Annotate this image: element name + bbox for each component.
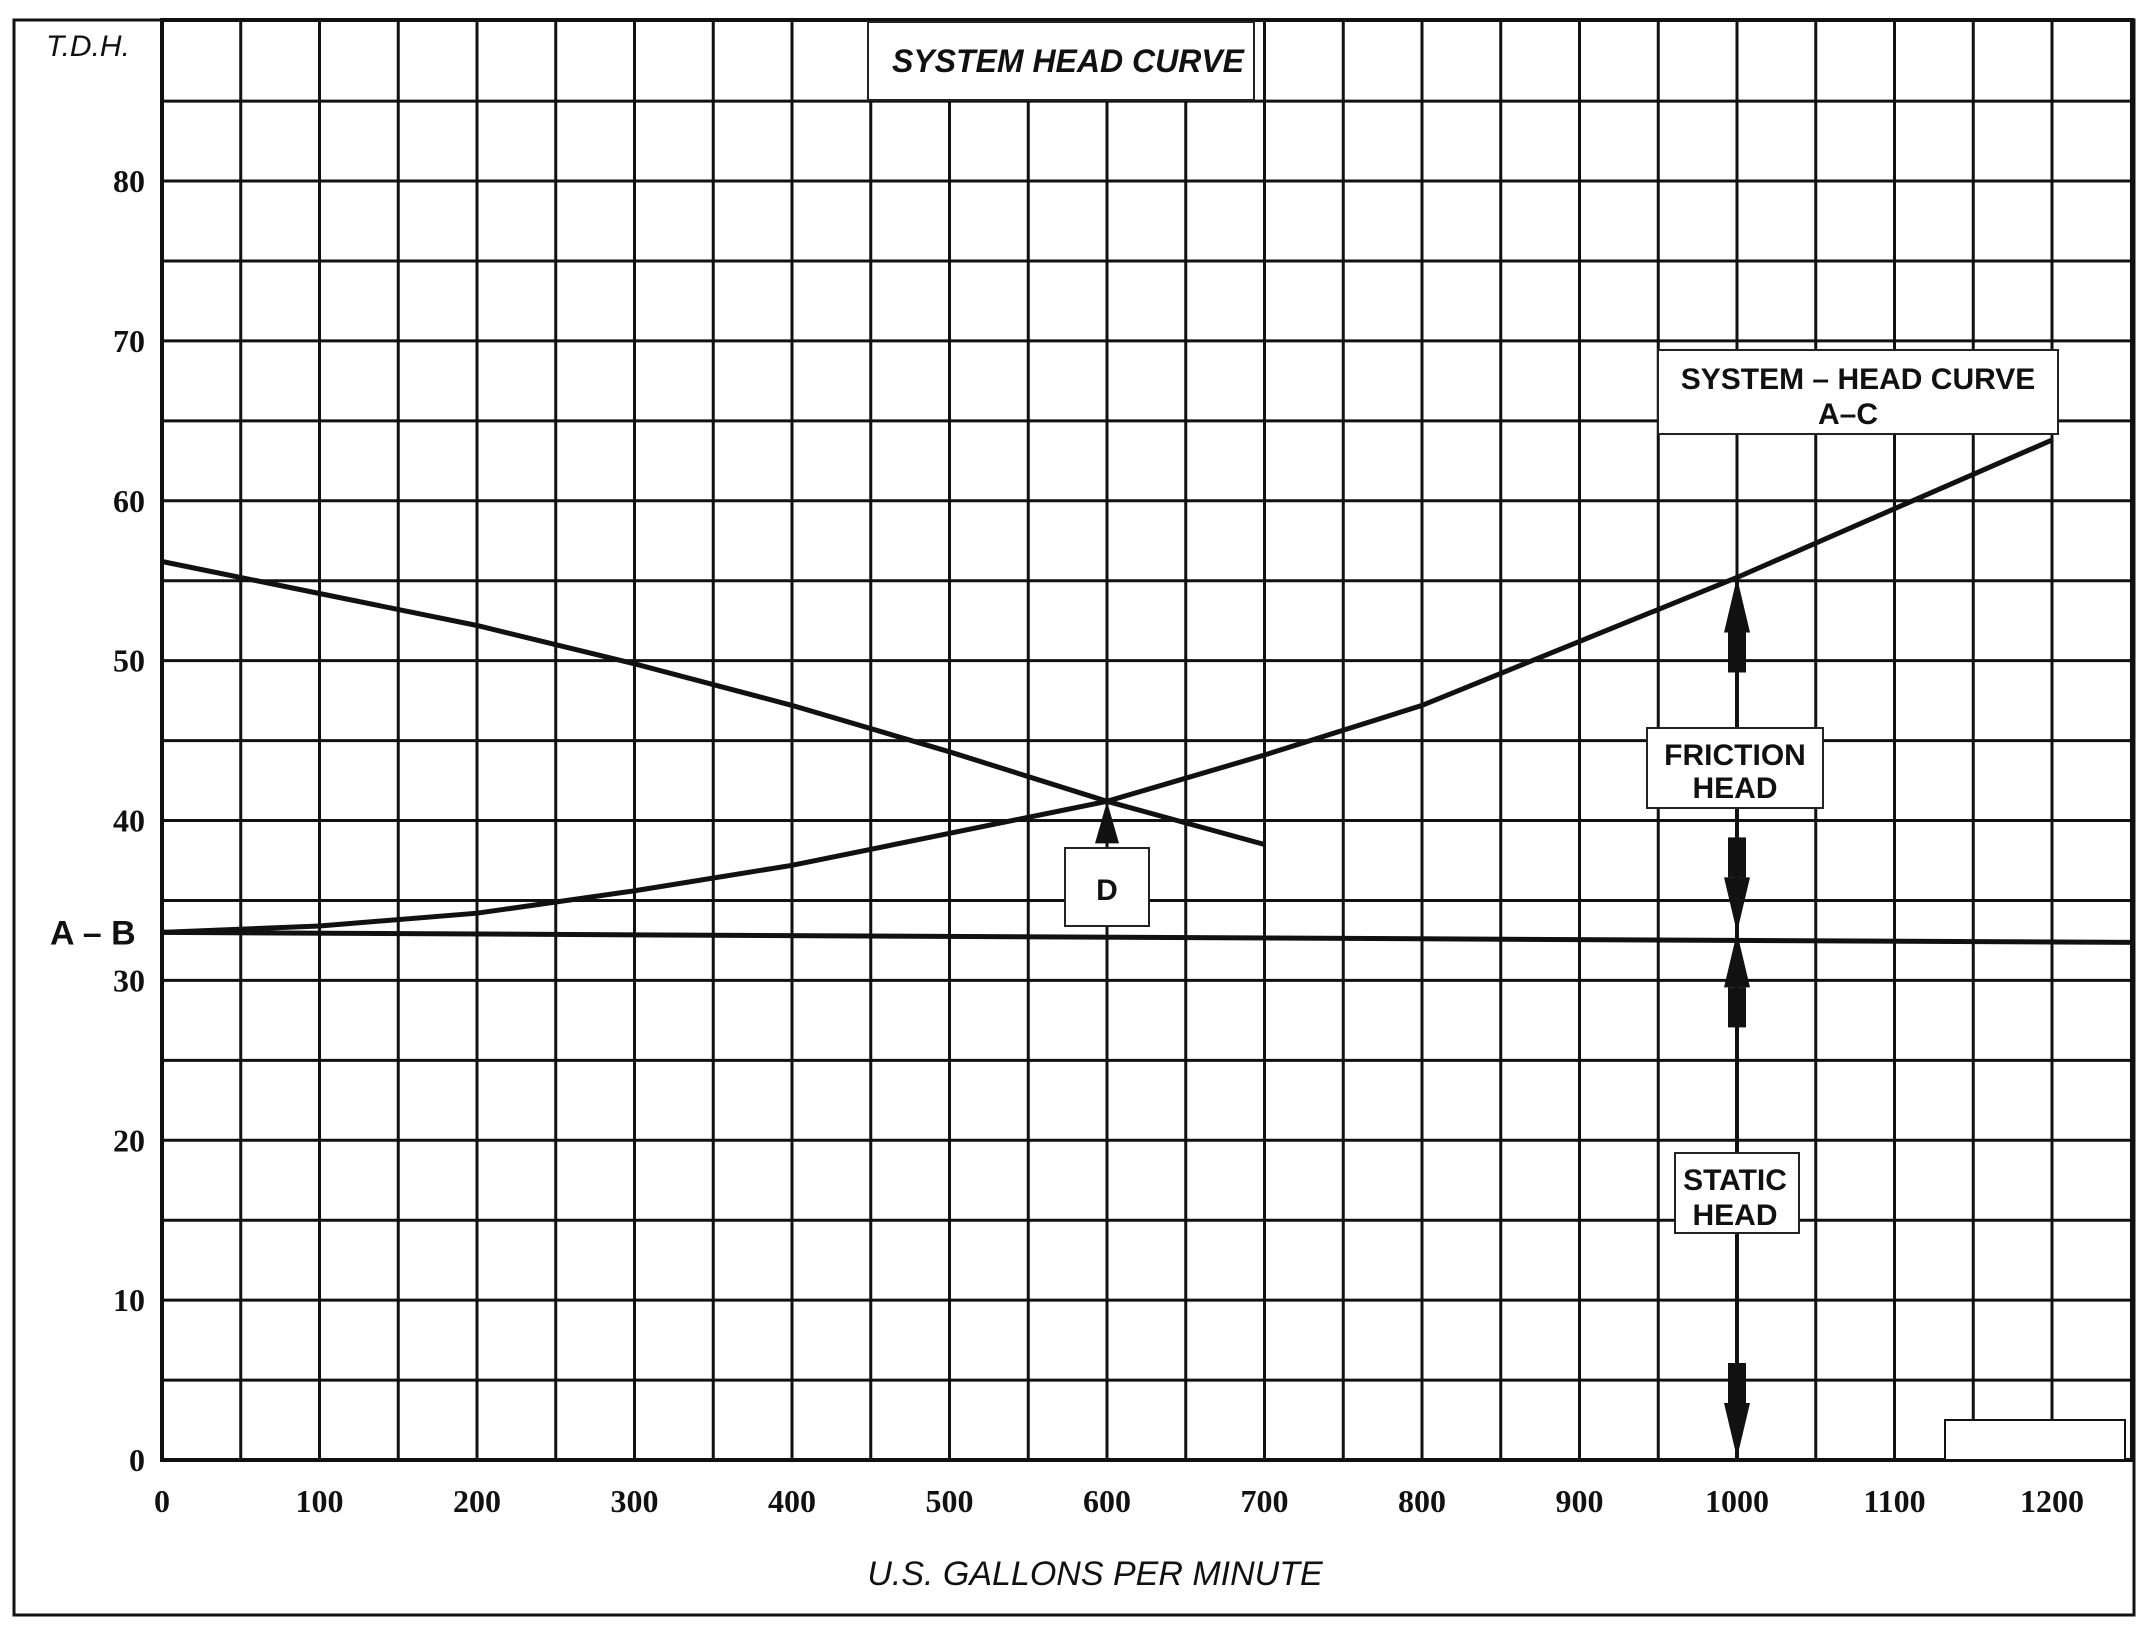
y-tick-label: 20 bbox=[113, 1122, 145, 1158]
static-head-box bbox=[1674, 1152, 1800, 1234]
x-tick-label: 1100 bbox=[1863, 1483, 1925, 1519]
x-tick-label: 1000 bbox=[1705, 1483, 1769, 1519]
friction-head-label-2: HEAD bbox=[1692, 772, 1777, 805]
point-d-label: D bbox=[1096, 874, 1118, 907]
point-d-arrow bbox=[1095, 801, 1119, 844]
system-curve-box bbox=[1657, 349, 2059, 435]
x-tick-label: 1200 bbox=[2020, 1483, 2084, 1519]
y-axis-label: T.D.H. bbox=[46, 30, 130, 63]
static-arrow-down bbox=[1724, 1403, 1750, 1458]
x-tick-label: 300 bbox=[611, 1483, 659, 1519]
y-tick-label: 10 bbox=[113, 1282, 145, 1318]
y-tick-label: 60 bbox=[113, 483, 145, 519]
plot-frame bbox=[160, 18, 2134, 1462]
x-tick-label: 600 bbox=[1083, 1483, 1131, 1519]
tick-labels: 0 100 200 300 400 500 600 700 800 900 1000 1100 1200… bbox=[113, 163, 2084, 1519]
friction-arrow-up bbox=[1724, 577, 1750, 633]
y-tick-label: 40 bbox=[113, 803, 145, 839]
x-tick-label: 100 bbox=[296, 1483, 344, 1519]
x-tick-label: 0 bbox=[154, 1483, 170, 1519]
static-arrow-down-shaft bbox=[1728, 1363, 1746, 1403]
title-box bbox=[867, 21, 1255, 101]
y-tick-label: 0 bbox=[129, 1442, 145, 1478]
static-head-label-1: STATIC bbox=[1683, 1164, 1787, 1197]
grid-lines bbox=[162, 20, 2132, 1460]
static-arrow-up-shaft bbox=[1728, 987, 1746, 1028]
pump-curve bbox=[161, 559, 1266, 847]
y-tick-label: 50 bbox=[113, 643, 145, 679]
x-tick-label: 400 bbox=[768, 1483, 816, 1519]
y-tick-label: 80 bbox=[113, 163, 145, 199]
point-d-box bbox=[1064, 847, 1150, 927]
system-curve-label: SYSTEM – HEAD CURVE bbox=[1681, 363, 2036, 396]
x-tick-label: 800 bbox=[1398, 1483, 1446, 1519]
static-head-line bbox=[161, 929, 2133, 945]
x-axis-label: U.S. GALLONS PER MINUTE bbox=[867, 1555, 1323, 1593]
static-arrow-up bbox=[1724, 932, 1750, 988]
chart-title: SYSTEM HEAD CURVE bbox=[892, 43, 1246, 79]
system-curve-sublabel: A–C bbox=[1818, 398, 1878, 431]
x-tick-label: 900 bbox=[1556, 1483, 1604, 1519]
x-tick-label: 500 bbox=[926, 1483, 974, 1519]
x-tick-label: 700 bbox=[1241, 1483, 1289, 1519]
y-tick-label: 70 bbox=[113, 323, 145, 359]
y-tick-label: 30 bbox=[113, 962, 145, 998]
corner-box bbox=[1944, 1419, 2126, 1461]
friction-arrow-down bbox=[1724, 877, 1750, 933]
ab-label: A – B bbox=[50, 914, 136, 952]
friction-head-box bbox=[1646, 727, 1824, 809]
friction-arrow-down-shaft bbox=[1728, 837, 1746, 878]
static-head-label-2: HEAD bbox=[1692, 1199, 1777, 1232]
friction-head-label-1: FRICTION bbox=[1664, 739, 1806, 772]
x-tick-label: 200 bbox=[453, 1483, 501, 1519]
friction-arrow-up-shaft bbox=[1728, 632, 1746, 673]
